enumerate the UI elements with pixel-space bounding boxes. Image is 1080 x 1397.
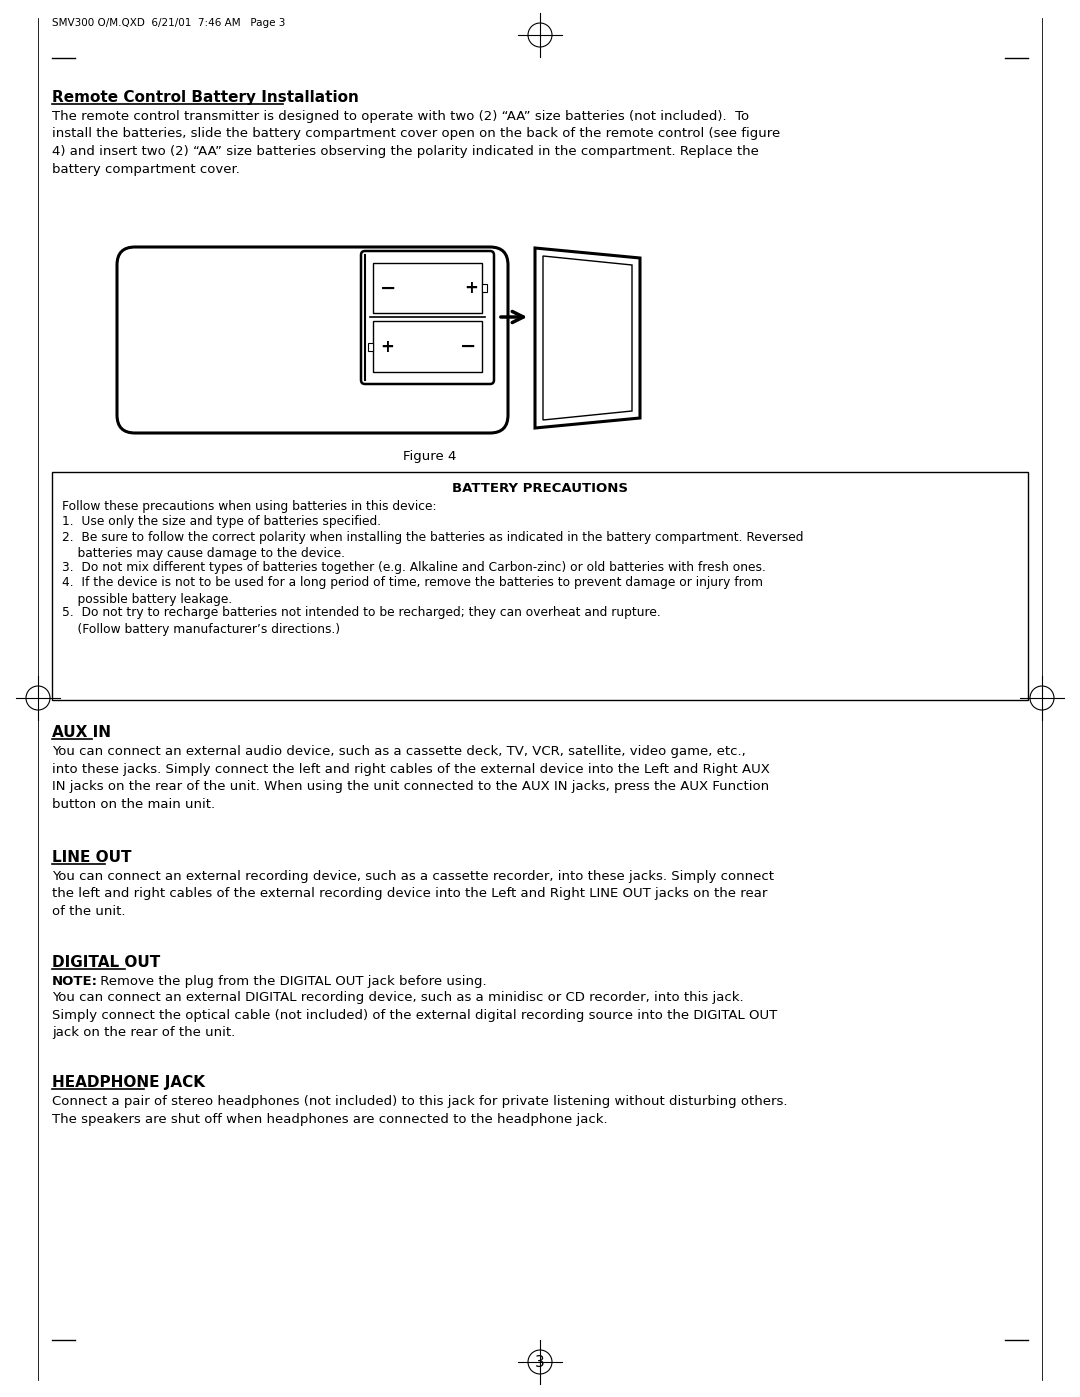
Text: AUX IN: AUX IN [52, 725, 111, 740]
Text: +: + [464, 279, 477, 298]
Text: −: − [460, 337, 476, 356]
Text: LINE OUT: LINE OUT [52, 849, 132, 865]
Text: Figure 4: Figure 4 [403, 450, 457, 462]
FancyBboxPatch shape [117, 247, 508, 433]
Text: Remote Control Battery Installation: Remote Control Battery Installation [52, 89, 359, 105]
Polygon shape [543, 256, 632, 420]
Text: BATTERY PRECAUTIONS: BATTERY PRECAUTIONS [453, 482, 627, 495]
Bar [373, 321, 482, 372]
Text: 5.  Do not try to recharge batteries not intended to be recharged; they can over: 5. Do not try to recharge batteries not … [62, 606, 661, 636]
Text: 3: 3 [535, 1355, 545, 1370]
Text: The remote control transmitter is designed to operate with two (2) “AA” size bat: The remote control transmitter is design… [52, 110, 780, 176]
Text: 3.  Do not mix different types of batteries together (e.g. Alkaline and Carbon-z: 3. Do not mix different types of batteri… [62, 560, 766, 574]
Text: Connect a pair of stereo headphones (not included) to this jack for private list: Connect a pair of stereo headphones (not… [52, 1095, 787, 1126]
Text: You can connect an external DIGITAL recording device, such as a minidisc or CD r: You can connect an external DIGITAL reco… [52, 990, 778, 1039]
Text: 2.  Be sure to follow the correct polarity when installing the batteries as indi: 2. Be sure to follow the correct polarit… [62, 531, 804, 560]
FancyBboxPatch shape [361, 251, 494, 384]
Bar [482, 284, 487, 292]
Text: Follow these precautions when using batteries in this device:: Follow these precautions when using batt… [62, 500, 436, 513]
Text: −: − [380, 278, 396, 298]
Text: You can connect an external audio device, such as a cassette deck, TV, VCR, sate: You can connect an external audio device… [52, 745, 770, 810]
Text: You can connect an external recording device, such as a cassette recorder, into : You can connect an external recording de… [52, 870, 774, 918]
Text: +: + [380, 338, 394, 355]
Text: DIGITAL OUT: DIGITAL OUT [52, 956, 160, 970]
Bar [373, 263, 482, 313]
Bar [368, 342, 373, 351]
Text: HEADPHONE JACK: HEADPHONE JACK [52, 1076, 205, 1090]
Text: 4.  If the device is not to be used for a long period of time, remove the batter: 4. If the device is not to be used for a… [62, 576, 762, 605]
Polygon shape [535, 249, 640, 427]
Text: Remove the plug from the DIGITAL OUT jack before using.: Remove the plug from the DIGITAL OUT jac… [96, 975, 487, 988]
Text: SMV300 O/M.QXD  6/21/01  7:46 AM   Page 3: SMV300 O/M.QXD 6/21/01 7:46 AM Page 3 [52, 18, 285, 28]
Text: 1.  Use only the size and type of batteries specified.: 1. Use only the size and type of batteri… [62, 515, 381, 528]
Text: NOTE:: NOTE: [52, 975, 98, 988]
Bar [52, 472, 1028, 700]
